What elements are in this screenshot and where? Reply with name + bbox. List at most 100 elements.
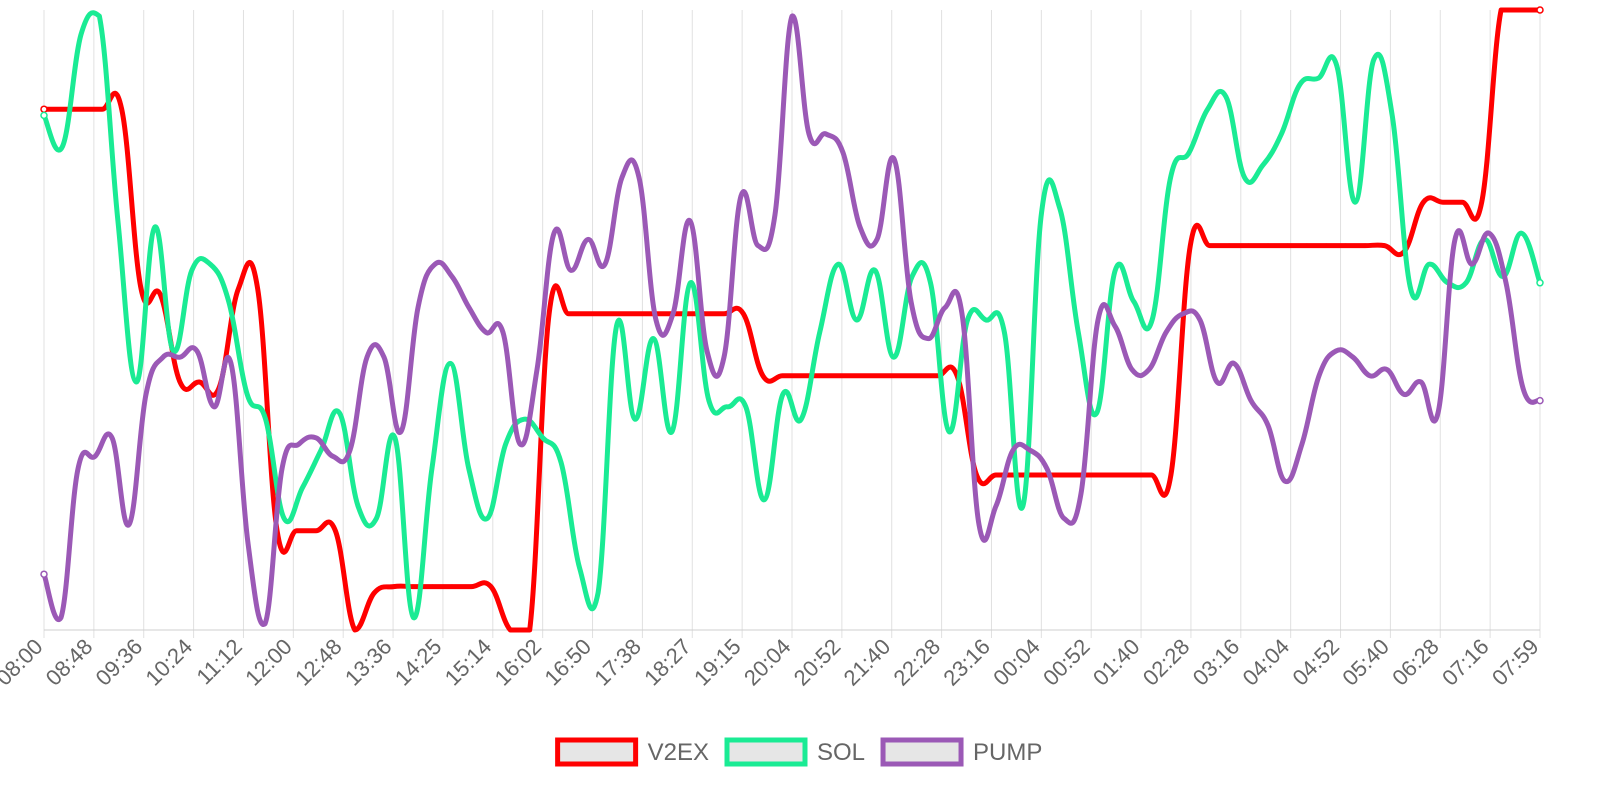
data-point-v2ex[interactable] [857,373,863,378]
data-point-sol[interactable] [651,336,656,341]
data-point-sol[interactable] [263,417,268,422]
data-point-sol[interactable] [965,317,970,323]
data-point-pump[interactable] [92,454,98,459]
data-point-pump[interactable] [1469,262,1475,267]
data-point-pump[interactable] [959,311,965,316]
data-point-sol[interactable] [1039,212,1044,217]
data-point-pump[interactable] [347,448,353,453]
data-point-v2ex[interactable] [760,373,766,378]
data-point-pump[interactable] [704,348,710,354]
data-point-pump[interactable] [891,156,897,161]
data-point-sol[interactable] [466,466,471,471]
data-point-pump[interactable] [517,441,523,447]
data-point-pump[interactable] [1503,280,1509,285]
data-point-sol[interactable] [946,429,952,434]
data-point-v2ex[interactable] [624,311,630,316]
data-point-sol[interactable] [78,32,84,37]
data-point-v2ex[interactable] [1110,472,1115,478]
data-point-pump[interactable] [1520,386,1526,391]
data-point-sol[interactable] [226,299,231,304]
data-point-v2ex[interactable] [177,379,183,385]
data-point-pump[interactable] [109,435,115,440]
data-point-v2ex[interactable] [1343,243,1348,248]
data-point-v2ex[interactable] [449,584,455,589]
data-point-sol[interactable] [891,355,896,360]
data-point-v2ex[interactable] [993,472,999,478]
data-point-sol[interactable] [1371,57,1376,62]
data-point-v2ex[interactable] [585,311,591,316]
data-point-v2ex[interactable] [605,311,610,316]
data-point-pump[interactable] [1248,398,1254,403]
data-point-pump[interactable] [449,274,455,279]
data-point-v2ex[interactable] [1536,6,1544,14]
data-point-sol[interactable] [909,274,915,279]
data-point-pump[interactable] [1214,379,1220,385]
data-point-pump[interactable] [789,14,795,19]
data-point-v2ex[interactable] [1362,243,1368,248]
data-point-sol[interactable] [983,317,989,323]
data-point-v2ex[interactable] [236,286,241,292]
data-point-sol[interactable] [503,441,508,447]
data-point-sol[interactable] [1463,280,1469,285]
data-point-sol[interactable] [208,262,213,267]
data-point-pump[interactable] [143,392,149,397]
data-point-v2ex[interactable] [1149,472,1154,478]
data-point-sol[interactable] [558,460,564,465]
data-point-pump[interactable] [908,299,914,304]
data-point-v2ex[interactable] [372,590,377,595]
data-point-v2ex[interactable] [255,286,260,292]
data-point-v2ex[interactable] [488,584,494,589]
data-point-sol[interactable] [1408,286,1413,292]
data-point-pump[interactable] [823,131,829,137]
data-point-sol[interactable] [614,324,619,329]
data-point-sol[interactable] [1279,131,1284,137]
data-point-sol[interactable] [1223,94,1229,100]
data-point-pump[interactable] [1536,396,1544,405]
data-point-pump[interactable] [279,466,285,471]
data-point-pump[interactable] [619,175,625,180]
data-point-v2ex[interactable] [838,373,843,378]
data-point-sol[interactable] [1057,206,1063,211]
data-point-pump[interactable] [1231,361,1237,366]
data-point-pump[interactable] [1265,423,1271,428]
data-point-sol[interactable] [1316,76,1321,81]
data-point-pump[interactable] [568,268,574,273]
data-point-pump[interactable] [653,317,659,323]
data-point-v2ex[interactable] [138,286,144,292]
data-point-v2ex[interactable] [1129,472,1135,478]
data-point-sol[interactable] [355,503,361,509]
data-point-pump[interactable] [75,466,81,471]
data-point-sol[interactable] [1186,150,1192,155]
data-point-pump[interactable] [245,541,251,546]
data-point-sol[interactable] [1149,317,1155,323]
data-point-pump[interactable] [262,621,268,626]
data-point-pump[interactable] [1044,466,1050,471]
data-point-pump[interactable] [602,262,608,267]
data-point-pump[interactable] [58,615,64,620]
data-point-sol[interactable] [134,379,139,385]
data-point-pump[interactable] [483,330,489,335]
data-point-pump[interactable] [364,355,370,360]
data-point-sol[interactable] [762,497,767,502]
data-point-pump[interactable] [194,348,200,354]
data-point-sol[interactable] [872,268,878,273]
data-point-pump[interactable] [415,305,421,310]
data-point-v2ex[interactable] [294,528,299,533]
data-point-pump[interactable] [1282,479,1288,484]
data-point-sol[interactable] [1002,330,1007,335]
data-point-sol[interactable] [706,398,712,403]
data-point-sol[interactable] [244,392,250,397]
data-point-pump[interactable] [1418,379,1424,385]
data-point-v2ex[interactable] [1052,472,1057,478]
data-point-v2ex[interactable] [546,311,552,316]
data-point-v2ex[interactable] [391,584,396,589]
data-point-sol[interactable] [1242,175,1247,180]
data-point-v2ex[interactable] [1265,243,1271,248]
data-point-v2ex[interactable] [1188,243,1193,248]
data-point-v2ex[interactable] [896,373,902,378]
data-point-sol[interactable] [300,485,305,490]
data-point-v2ex[interactable] [333,528,338,533]
data-point-pump[interactable] [1401,392,1407,397]
data-point-pump[interactable] [160,355,166,360]
data-point-sol[interactable] [485,516,490,521]
